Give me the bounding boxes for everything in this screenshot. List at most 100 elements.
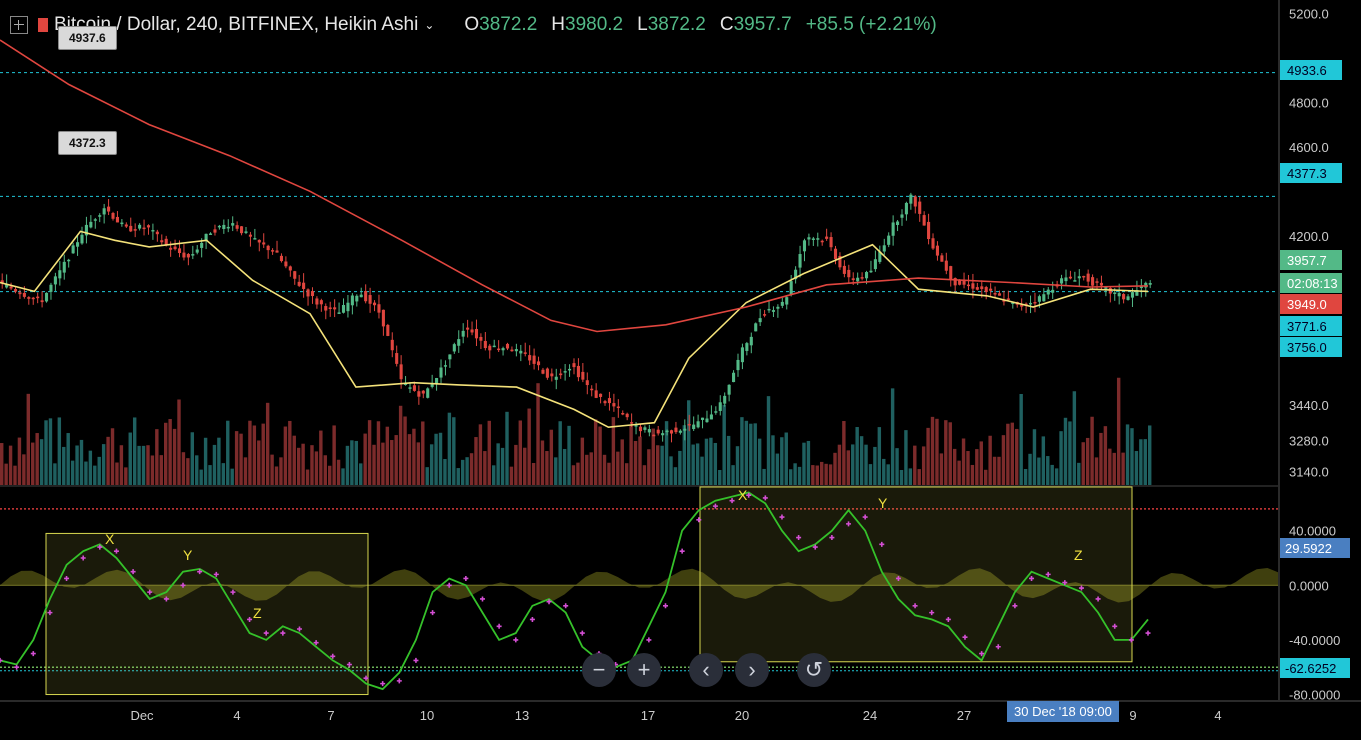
volume-bar [265, 402, 270, 485]
volume-bar [1050, 464, 1054, 485]
price-tick-label: 4600.0 [1289, 140, 1329, 155]
volume-bar [376, 421, 381, 485]
oscillator-slow-marker [1095, 596, 1101, 602]
candle-body [776, 306, 780, 309]
volume-bar [815, 465, 819, 485]
volume-bar [1041, 436, 1046, 485]
oscillator-slow-marker [879, 541, 885, 547]
oscillator-slow-marker [479, 596, 485, 602]
candle-body [607, 398, 611, 404]
scroll-forward-button[interactable]: › [735, 653, 769, 687]
candle-body [541, 369, 545, 374]
candle-body [900, 214, 904, 218]
price-badge [1280, 250, 1342, 270]
candle-body [204, 233, 208, 241]
candle-body [536, 361, 541, 366]
volume-bar [208, 465, 212, 485]
add-symbol-icon[interactable] [10, 16, 28, 34]
candle-body [829, 237, 833, 248]
oscillator-slow-marker [496, 623, 502, 629]
volume-bar [323, 455, 327, 485]
volume-bar [784, 432, 788, 485]
volume-bar [314, 451, 319, 485]
chevron-down-icon[interactable]: ⌄ [424, 18, 435, 32]
volume-bar [137, 445, 141, 485]
reset-view-button[interactable]: ↺ [797, 653, 831, 687]
volume-bar [492, 465, 496, 485]
volume-bar [509, 466, 514, 485]
candle-body [669, 430, 674, 434]
oscillator-slow-marker [296, 626, 302, 632]
oscillator-slow-marker [646, 637, 652, 643]
oscillator-slow-marker [812, 544, 818, 550]
time-tick-label: 13 [515, 708, 529, 723]
volume-bar [1032, 429, 1037, 485]
candle-body [138, 224, 142, 229]
candle-body [678, 430, 682, 433]
symbol-title[interactable]: Bitcoin / Dollar, 240, BITFINEX, Heikin … [54, 14, 419, 35]
volume-bar [385, 426, 390, 485]
candle-body [997, 293, 1002, 296]
volume-bar [1103, 426, 1108, 485]
pattern-annotation-label: X [105, 531, 115, 547]
candle-body [293, 271, 297, 279]
volume-bar [487, 420, 491, 485]
volume-bar [802, 442, 806, 485]
candle-body [873, 259, 877, 270]
candle-body [115, 216, 119, 223]
oscillator-slow-marker [929, 610, 935, 616]
candle-body [1122, 294, 1126, 300]
candle-body [811, 238, 815, 240]
oscillator-slow-marker [197, 569, 203, 575]
price-badge-label: 3957.7 [1287, 253, 1327, 268]
volume-bar [372, 444, 376, 485]
volume-bar [1054, 468, 1059, 485]
candle-body [616, 406, 620, 409]
pattern-annotation-label: Z [1074, 547, 1083, 563]
price-tick-label: 4800.0 [1289, 95, 1329, 110]
volume-bar [633, 440, 638, 485]
candle-body [621, 412, 625, 415]
candle-body [528, 355, 532, 361]
volume-bar [1112, 452, 1116, 485]
candle-body [869, 270, 873, 273]
scroll-back-button[interactable]: ‹ [689, 653, 723, 687]
volume-bar [824, 463, 828, 485]
volume-bar [1108, 448, 1112, 485]
volume-bar [536, 383, 540, 485]
volume-bar [181, 452, 186, 485]
volume-bar [425, 467, 429, 485]
volume-bar [22, 454, 26, 485]
volume-bar [780, 437, 784, 485]
open-value: 3872.2 [479, 14, 538, 35]
candle-body [395, 353, 399, 364]
candle-body [754, 323, 758, 332]
candle-body [856, 277, 860, 282]
volume-bar [44, 420, 48, 485]
candle-body [191, 254, 195, 256]
oscillator-slow-marker [430, 610, 436, 616]
volume-bar [523, 447, 527, 485]
volume-bar [124, 467, 128, 485]
volume-bar [722, 404, 726, 485]
candle-body [572, 363, 576, 368]
candle-body [966, 284, 971, 287]
exchange-flag-icon [38, 18, 48, 32]
volume-bar [496, 443, 500, 485]
zoom-in-button[interactable]: + [627, 653, 661, 687]
volume-bar [345, 445, 350, 485]
volume-bar [966, 451, 970, 485]
candle-body [195, 249, 199, 253]
oscillator-slow-marker [463, 575, 469, 581]
volume-bar [744, 420, 749, 485]
oscillator-slow-marker [330, 653, 336, 659]
candle-body [714, 411, 718, 413]
candle-body [971, 283, 975, 289]
zoom-out-button[interactable]: − [582, 653, 616, 687]
candle-body [448, 354, 452, 360]
pattern-annotation-label: Y [183, 547, 193, 563]
candle-body [1139, 286, 1143, 289]
volume-bar [279, 457, 283, 485]
candle-body [297, 281, 301, 286]
